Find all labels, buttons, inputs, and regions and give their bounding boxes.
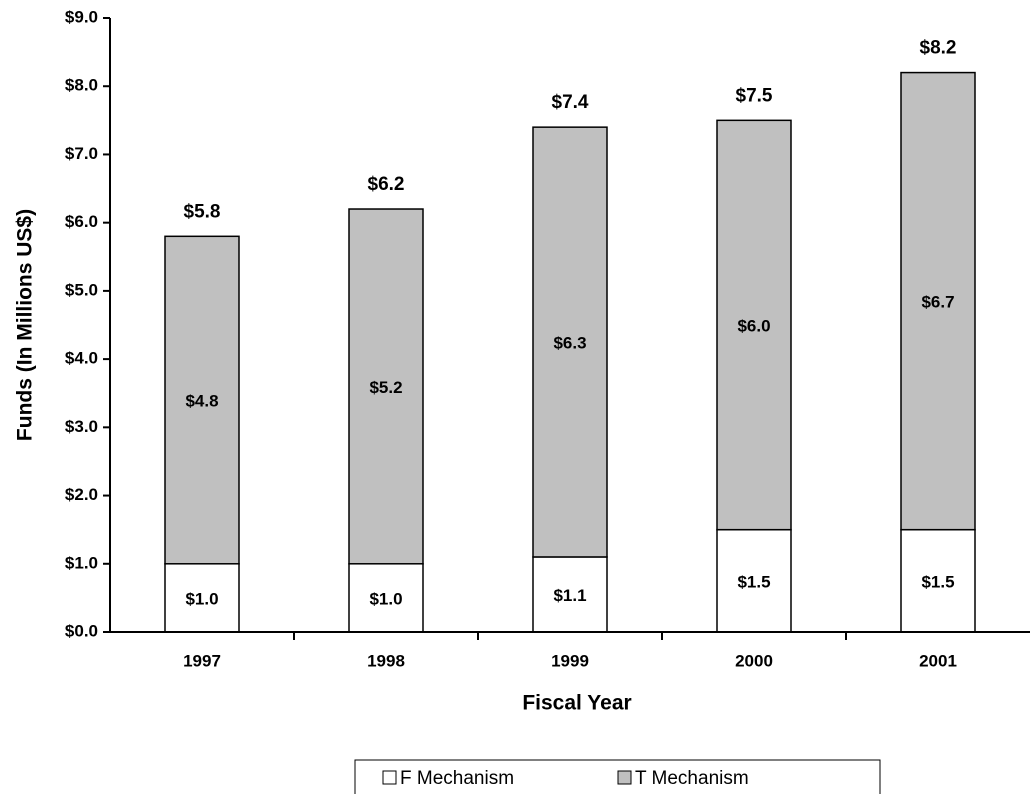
- bar-segment: [716, 119, 792, 531]
- total-label: $5.8: [184, 201, 221, 222]
- y-tick-label: $3.0: [65, 417, 98, 436]
- value-label: $1.0: [369, 589, 402, 608]
- total-label: $7.5: [736, 85, 773, 106]
- y-tick-label: $2.0: [65, 485, 98, 504]
- x-tick-label: 1997: [183, 651, 221, 670]
- y-tick-label: $8.0: [65, 76, 98, 95]
- legend-swatch: [617, 770, 632, 785]
- total-label: $8.2: [920, 38, 957, 59]
- legend-label: T Mechanism: [635, 768, 749, 789]
- y-tick-label: $0.0: [65, 621, 98, 640]
- value-label: $6.7: [921, 293, 954, 312]
- x-tick-label: 1999: [551, 651, 589, 670]
- y-tick-label: $5.0: [65, 280, 98, 299]
- total-label: $6.2: [368, 174, 405, 195]
- value-label: $4.8: [185, 392, 218, 411]
- x-axis-title: Fiscal Year: [522, 692, 631, 715]
- x-tick-label: 1998: [367, 651, 405, 670]
- bar-segment: [348, 563, 424, 633]
- x-tick-label: 2001: [919, 651, 957, 670]
- value-label: $5.2: [369, 378, 402, 397]
- value-label: $6.3: [553, 334, 586, 353]
- y-tick-label: $7.0: [65, 144, 98, 163]
- bar-segment: [164, 235, 240, 565]
- y-tick-label: $9.0: [65, 7, 98, 26]
- bar-segment: [900, 71, 976, 531]
- value-label: $1.1: [553, 586, 586, 605]
- total-label: $7.4: [552, 92, 589, 113]
- x-tick-label: 2000: [735, 651, 773, 670]
- y-tick-label: $6.0: [65, 212, 98, 231]
- y-axis-title: Funds (In Millions US$): [14, 209, 37, 441]
- value-label: $1.5: [737, 572, 770, 591]
- y-tick-label: $4.0: [65, 349, 98, 368]
- value-label: $1.5: [921, 572, 954, 591]
- bar-segment: [532, 126, 608, 558]
- y-tick-label: $1.0: [65, 553, 98, 572]
- legend-swatch: [382, 770, 397, 785]
- bar-segment: [348, 208, 424, 565]
- legend-label: F Mechanism: [400, 768, 514, 789]
- bar-segment: [900, 528, 976, 633]
- bar-segment: [164, 563, 240, 633]
- value-label: $1.0: [185, 589, 218, 608]
- value-label: $6.0: [737, 316, 770, 335]
